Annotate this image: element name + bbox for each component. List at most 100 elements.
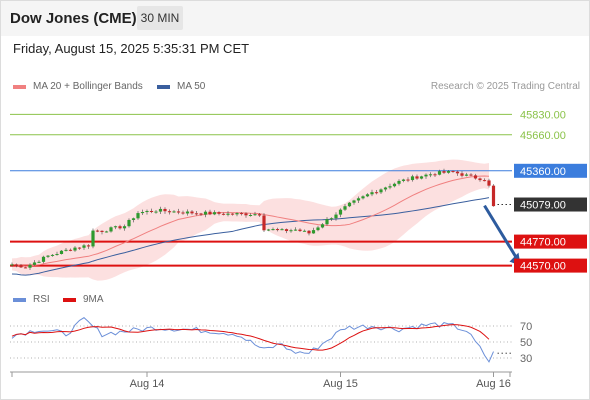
time-tick-label-Aug 16: Aug 16 [476,378,511,390]
candle-body [293,229,298,231]
level-label-45660.00: 45660.00 [520,130,566,142]
level-label-box-45360.00 [514,163,587,178]
candle-body [109,227,113,232]
candle-body [194,213,199,215]
candle-body [149,210,154,212]
candle-body [338,209,343,215]
candle-body [86,245,91,247]
candle-body [298,229,302,232]
candle-body [32,262,37,265]
candle-body [329,218,334,220]
candle-body [82,245,86,248]
ma50-legend: MA 50 [157,81,205,92]
candle-body [370,192,374,195]
candle-body [221,213,226,215]
candle-body [41,256,46,262]
ma50-swatch [157,84,170,89]
timeframe-button[interactable]: 30 MIN [137,6,183,30]
candle-body [374,192,379,194]
chart-header [1,1,589,36]
candle-body [190,211,194,214]
candle-body [446,170,451,173]
candle-body [275,229,280,231]
level-label-box-44570.00 [514,258,587,273]
candle-body [50,254,55,256]
candle-body [442,171,446,173]
level-label-44570.00: 44570.00 [520,261,566,273]
candle-body [266,229,271,231]
candle-body [100,230,104,232]
rsi-legend-label: RSI [33,294,50,305]
rsi-line [11,317,494,363]
candle-body [127,219,131,227]
candle-body [172,211,176,213]
candle-body [167,211,172,213]
candle-body [140,212,145,214]
candle-body [185,211,190,214]
candle-body [343,206,347,210]
candle-body [113,226,118,228]
candle-body [10,264,14,266]
candle-body [14,264,19,266]
candle-body [401,179,406,181]
candle-body [383,187,388,190]
candle-body [59,250,64,254]
candle-body [248,214,253,216]
level-label-44770.00: 44770.00 [520,237,566,249]
chart-datetime: Friday, August 15, 2025 5:35:31 PM CET [13,41,250,56]
candle-body [68,249,73,251]
candle-body [271,229,275,231]
candle-body [55,253,59,255]
candle-body [28,264,32,268]
candle-body [352,200,356,203]
candle-body [244,213,248,216]
candle-body [316,227,320,231]
candle-body [320,224,325,228]
candle-body [203,211,208,215]
candle-body [302,230,307,232]
candle-body [289,230,293,232]
candle-body [487,180,491,186]
rsi-swatch [13,297,26,302]
candle-body [199,213,203,215]
level-label-box-45079.00 [514,197,587,212]
candle-body [154,211,158,213]
ma20-swatch [13,84,26,89]
candle-body [46,255,50,257]
candle-body [460,173,464,176]
candle-body [428,174,433,176]
rsi-ma-line [11,324,490,351]
candle-body [334,214,338,219]
level-label-45079.00: 45079.00 [520,200,566,212]
candle-body [136,213,140,219]
candle-body [77,247,82,249]
candle-body [226,213,230,215]
candle-body [235,213,239,215]
candle-body [64,249,68,251]
candle-body [37,261,41,263]
level-label-45830.00: 45830.00 [520,109,566,121]
candle-body [406,179,410,181]
candle-body [280,229,284,231]
candle-body [311,230,316,234]
candle-body [325,219,329,225]
candle-body [131,218,136,220]
candle-body [239,213,244,215]
candle-body [262,215,266,231]
candle-body [437,171,442,175]
candle-body [410,176,415,181]
rsi-ma-legend-label: 9MA [83,294,104,305]
candle-body [257,214,262,216]
ma50-line [11,197,490,276]
time-tick-label-Aug 15: Aug 15 [323,378,358,390]
candle-body [361,196,365,199]
candle-body [433,174,437,176]
candle-body [284,229,289,232]
candle-body [464,174,469,176]
candle-body [473,175,478,179]
candle-body [91,230,95,247]
candle-body [392,183,397,187]
rsi-ma-legend: 9MA [63,294,104,305]
candle-body [397,180,401,184]
